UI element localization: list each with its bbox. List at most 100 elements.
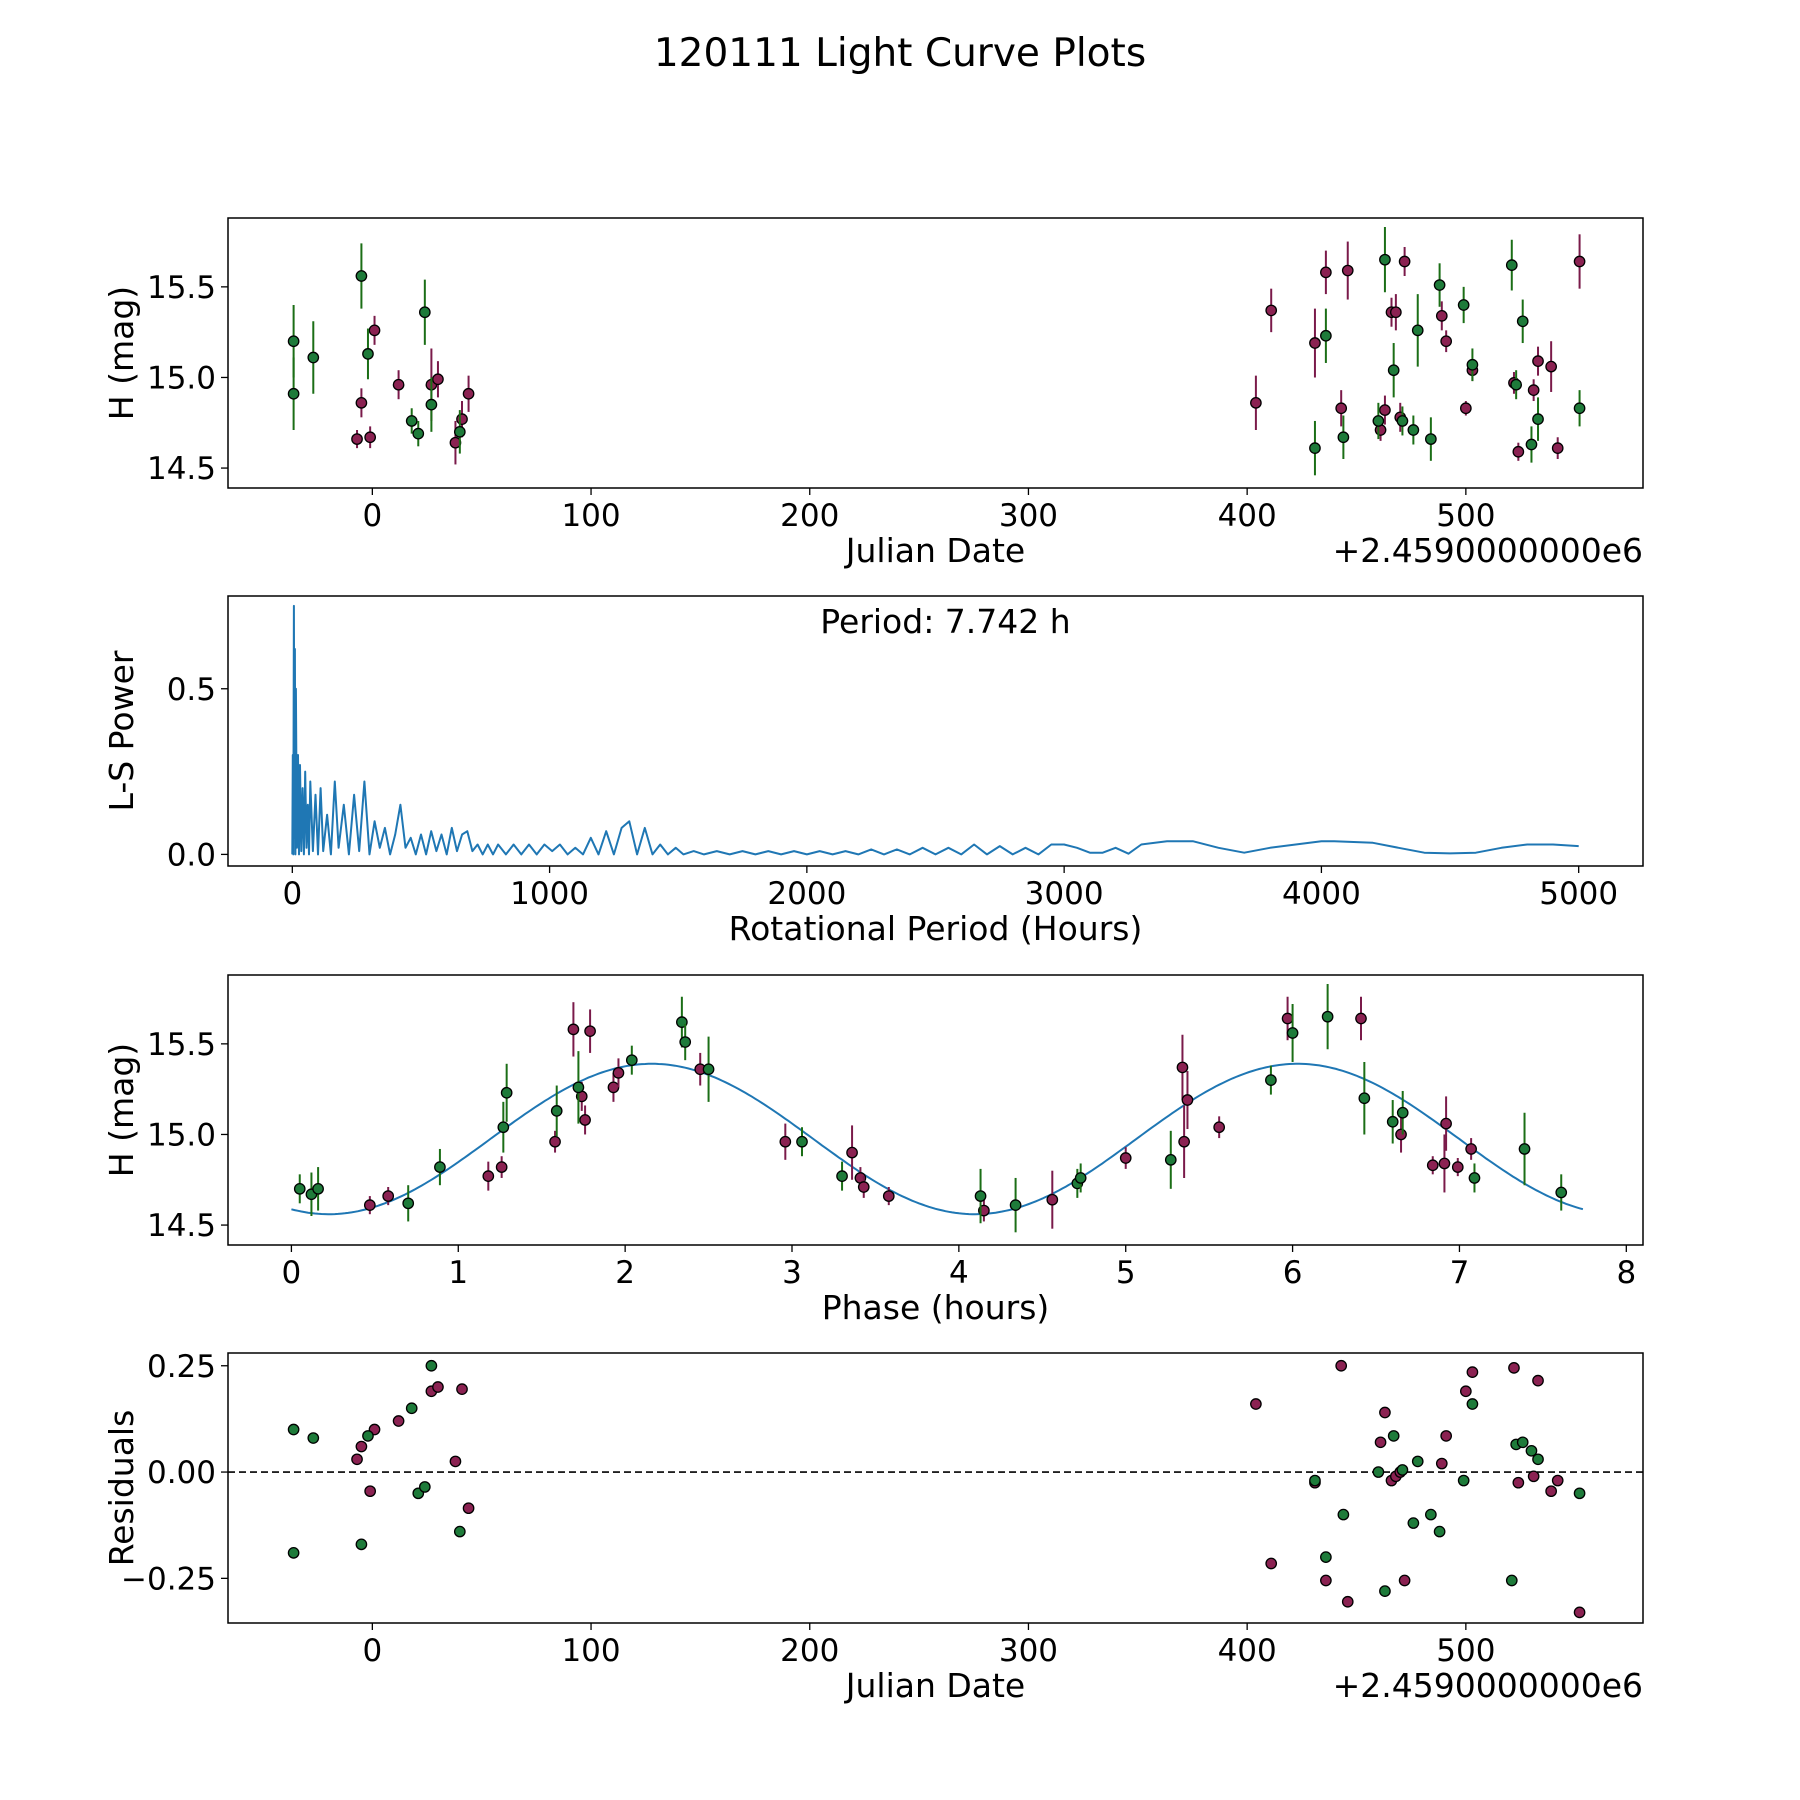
magenta-point [392, 378, 405, 391]
magenta-point [1527, 384, 1540, 396]
residuals-axes-frame [227, 1352, 1644, 1624]
lightcurve-xtick-label: 200 [780, 498, 839, 534]
magenta-point [382, 1190, 395, 1202]
residuals-xtick-label: 200 [780, 1633, 839, 1669]
magenta-point [364, 1485, 377, 1498]
green-point [550, 1105, 563, 1117]
magenta-point [1320, 266, 1332, 279]
magenta-point [1545, 360, 1557, 373]
green-point [287, 1546, 300, 1559]
magenta-point [355, 396, 368, 409]
green-point [1309, 1474, 1321, 1487]
phasefold-xtick-label: 8 [1616, 1255, 1636, 1291]
green-point [1396, 415, 1409, 427]
magenta-point [1213, 1121, 1226, 1134]
periodogram-axes-frame [227, 595, 1644, 867]
periodogram-xtick-label: 5000 [1539, 876, 1618, 912]
green-point [453, 425, 466, 438]
periodogram-ytick-label: 0.5 [167, 672, 216, 708]
green-point [355, 270, 368, 282]
green-point [307, 1432, 320, 1444]
magenta-point [1281, 1012, 1294, 1025]
green-point [1518, 1143, 1531, 1155]
magenta-point [1379, 404, 1391, 416]
green-point [1433, 279, 1446, 291]
magenta-point [351, 433, 363, 445]
green-point [1321, 1010, 1334, 1023]
green-point [418, 306, 431, 319]
phasefold-xlabel: Phase (hours) [822, 1288, 1050, 1327]
magenta-point [1465, 1143, 1477, 1155]
green-point [1074, 1172, 1087, 1184]
periodogram-xtick-label: 2000 [767, 876, 846, 912]
lightcurve-xtick-label: 500 [1436, 498, 1495, 534]
green-point [1396, 1464, 1409, 1476]
green-point [1164, 1153, 1177, 1166]
green-point [412, 427, 425, 440]
green-point [434, 1161, 446, 1173]
magenta-point [549, 1135, 561, 1148]
magenta-point [1250, 396, 1262, 409]
magenta-point [1435, 310, 1448, 322]
periodogram-panel: 0 1000 2000 3000 4000 5000 0.0 0.5 Rotational P… [102, 595, 1644, 948]
magenta-point [1176, 1061, 1189, 1074]
green-point [679, 1036, 692, 1048]
periodogram-ytick-label: 0.0 [167, 837, 216, 873]
green-point [293, 1182, 306, 1195]
phasefold-xtick-label: 2 [615, 1255, 635, 1291]
lightcurve-ylabel: H (mag) [102, 286, 141, 420]
green-point [572, 1081, 585, 1094]
periodogram-xtick-label: 4000 [1282, 876, 1361, 912]
green-point [836, 1170, 848, 1182]
magenta-point [1451, 1161, 1464, 1173]
phasefold-ytick-label: 15.5 [147, 1027, 216, 1063]
residuals-xtick-label: 100 [561, 1633, 620, 1669]
magenta-point [584, 1025, 596, 1038]
magenta-point [456, 1383, 468, 1395]
magenta-point [1390, 306, 1402, 319]
magenta-point [1265, 1557, 1278, 1570]
magenta-point [1545, 1485, 1557, 1498]
green-point [1358, 1092, 1371, 1105]
magenta-point [1512, 1476, 1525, 1489]
green-point [1532, 413, 1544, 425]
green-point [1320, 329, 1332, 342]
lightcurve-xtick-label: 400 [1218, 498, 1277, 534]
green-point [1573, 1487, 1586, 1500]
residuals-x-offset: +2.4590000000e6 [1333, 1666, 1643, 1705]
green-point [1387, 1430, 1400, 1442]
magenta-point [1250, 1398, 1262, 1410]
green-point [1466, 1398, 1479, 1410]
green-point [307, 351, 320, 364]
periodogram-ylabel: L-S Power [102, 650, 141, 811]
magenta-point [1573, 255, 1586, 268]
lightcurve-ytick-label: 15.5 [147, 270, 216, 306]
green-point [1555, 1186, 1568, 1199]
green-point [418, 1481, 431, 1493]
green-point [1372, 415, 1385, 427]
power-line [291, 604, 1579, 856]
lightcurve-xtick-label: 100 [561, 498, 620, 534]
green-point [287, 1423, 300, 1436]
lightcurve-x-offset: +2.4590000000e6 [1333, 531, 1643, 570]
green-point [1379, 253, 1391, 266]
green-point [1411, 324, 1424, 337]
green-point [1286, 1027, 1299, 1039]
magenta-point [1460, 1385, 1472, 1398]
phasefold-xtick-label: 3 [782, 1255, 802, 1291]
magenta-point [392, 1415, 405, 1427]
magenta-point [579, 1114, 591, 1126]
green-point [625, 1054, 638, 1067]
green-point [405, 1402, 418, 1415]
green-point [287, 335, 300, 348]
green-point [1425, 433, 1437, 445]
green-point [1009, 1199, 1022, 1211]
green-point [1457, 1474, 1470, 1487]
magenta-point [482, 1170, 495, 1182]
green-point [1468, 1172, 1481, 1184]
green-point [1525, 438, 1538, 451]
figure-title: 120111 Light Curve Plots [654, 31, 1146, 76]
magenta-point [1460, 402, 1472, 415]
residuals-xlabel: Julian Date [844, 1666, 1026, 1705]
magenta-point [1508, 1362, 1520, 1374]
